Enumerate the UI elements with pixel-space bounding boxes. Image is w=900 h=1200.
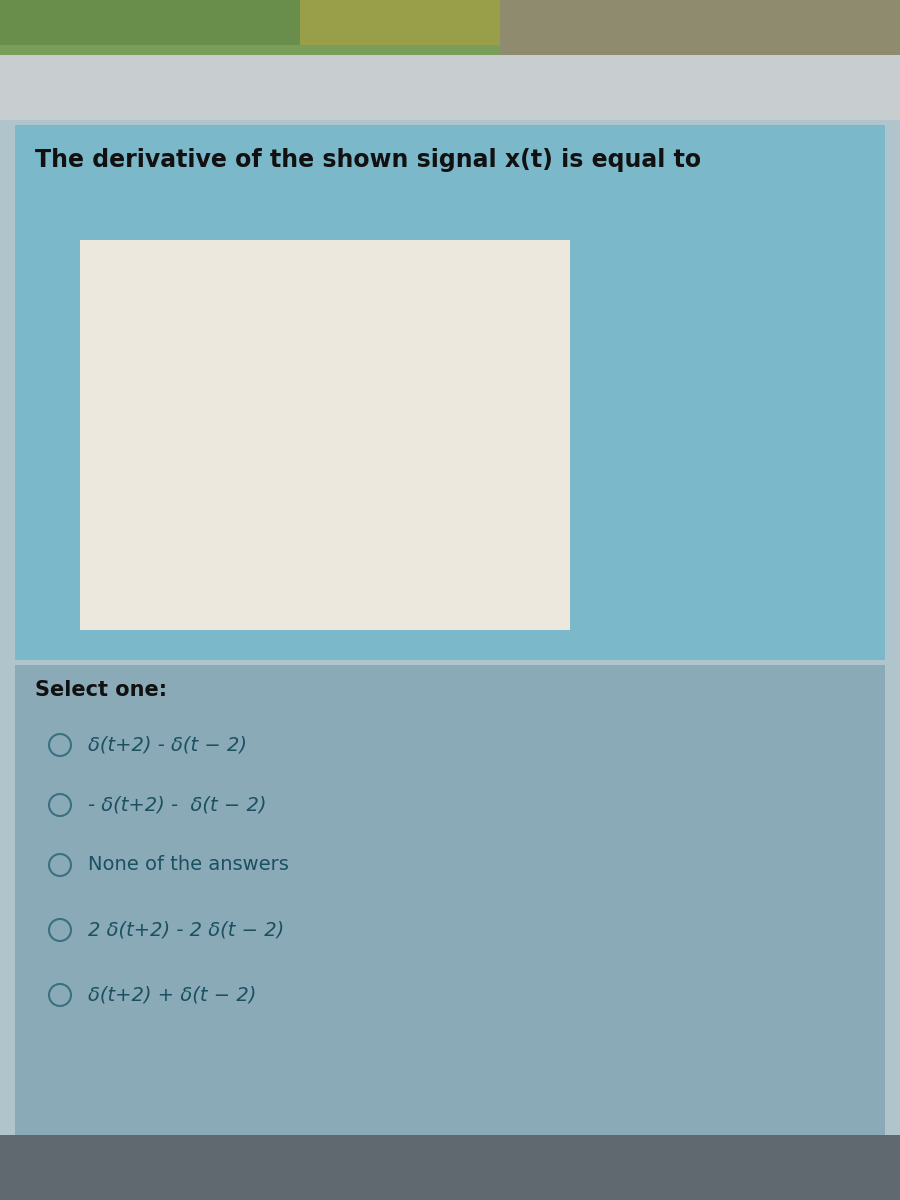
- Text: Select one:: Select one:: [35, 680, 167, 700]
- Text: t: t: [520, 541, 528, 559]
- Text: δ(t+2) - δ(t − 2): δ(t+2) - δ(t − 2): [88, 736, 247, 755]
- FancyBboxPatch shape: [15, 665, 885, 1140]
- FancyBboxPatch shape: [80, 240, 570, 630]
- Text: δ(t+2) + δ(t − 2): δ(t+2) + δ(t − 2): [88, 985, 256, 1004]
- FancyBboxPatch shape: [15, 125, 885, 660]
- Text: 1: 1: [298, 366, 308, 384]
- Text: 2 δ(t+2) - 2 δ(t − 2): 2 δ(t+2) - 2 δ(t − 2): [88, 920, 284, 940]
- FancyBboxPatch shape: [300, 0, 500, 44]
- Text: 2: 2: [384, 580, 395, 598]
- Text: -2: -2: [182, 580, 198, 598]
- Text: - δ(t+2) -  δ(t − 2): - δ(t+2) - δ(t − 2): [88, 796, 266, 815]
- FancyBboxPatch shape: [0, 0, 900, 60]
- FancyBboxPatch shape: [0, 1135, 900, 1200]
- Text: None of the answers: None of the answers: [88, 856, 289, 875]
- FancyBboxPatch shape: [0, 0, 300, 44]
- Text: x(t): x(t): [274, 257, 310, 275]
- FancyBboxPatch shape: [0, 55, 900, 120]
- Text: The derivative of the shown signal x(t) is equal to: The derivative of the shown signal x(t) …: [35, 148, 701, 172]
- FancyBboxPatch shape: [500, 0, 900, 55]
